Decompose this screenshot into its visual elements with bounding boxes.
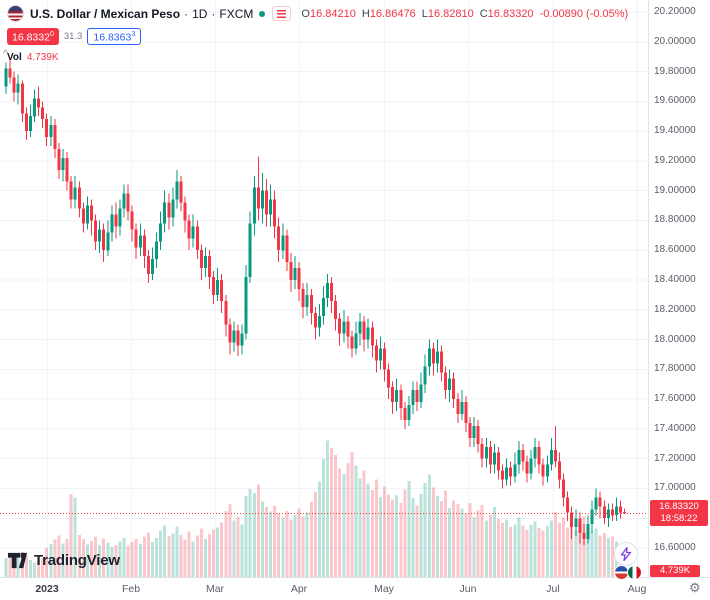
volume-axis-badge: 4.739K bbox=[650, 565, 700, 577]
axis-settings-gear-icon[interactable]: ⚙ bbox=[689, 580, 701, 595]
last-price-value: 16.83320 bbox=[659, 501, 699, 513]
time-tick-label: Mar bbox=[205, 583, 225, 595]
close-label: C bbox=[479, 7, 488, 20]
open-label: O bbox=[301, 7, 310, 20]
low-label: L bbox=[421, 7, 428, 20]
spread-value: 31.3 bbox=[63, 30, 83, 42]
price-tick-label: 19.00000 bbox=[654, 184, 696, 196]
time-tick-label: Jul bbox=[546, 583, 560, 595]
sell-button[interactable]: 16.83320 bbox=[7, 28, 59, 45]
mxn-flag-icon[interactable] bbox=[627, 565, 642, 580]
price-tick-label: 17.40000 bbox=[654, 422, 696, 434]
bar-countdown: 18:58:22 bbox=[660, 513, 698, 525]
price-tick-label: 17.00000 bbox=[654, 482, 696, 494]
price-tick-label: 18.40000 bbox=[654, 274, 696, 286]
separator-dot: · bbox=[184, 6, 189, 21]
symbol-title[interactable]: U.S. Dollar / Mexican Peso bbox=[30, 6, 181, 21]
quick-actions-button[interactable] bbox=[614, 542, 638, 566]
tradingview-logo-icon bbox=[7, 552, 28, 569]
separator-dot: · bbox=[211, 6, 216, 21]
price-tick-label: 18.60000 bbox=[654, 244, 696, 256]
interval-label[interactable]: 1D bbox=[192, 6, 208, 21]
price-tick-label: 18.00000 bbox=[654, 333, 696, 345]
time-tick-label: Aug bbox=[627, 583, 647, 595]
close-value: 16.83320 bbox=[487, 7, 534, 20]
ohlc-readout: O 16.84210 H 16.86476 L 16.82810 C 16.83320 … bbox=[301, 8, 628, 20]
price-tick-label: 18.20000 bbox=[654, 303, 696, 315]
price-tick-label: 19.80000 bbox=[654, 65, 696, 77]
volume-value: 4.739K bbox=[26, 51, 59, 63]
last-price-badge: 16.83320 18:58:22 bbox=[650, 500, 708, 527]
high-label: H bbox=[361, 7, 370, 20]
price-tick-label: 17.80000 bbox=[654, 363, 696, 375]
open-value: 16.84210 bbox=[309, 7, 356, 20]
tradingview-logo[interactable]: TradingView bbox=[7, 550, 120, 571]
sentiment-stripes-button[interactable] bbox=[272, 6, 292, 21]
trade-buttons-row: 16.83320 31.3 16.83633 bbox=[7, 28, 628, 45]
price-tick-label: 19.40000 bbox=[654, 125, 696, 137]
price-tick-label: 20.00000 bbox=[654, 35, 696, 47]
high-value: 16.86476 bbox=[369, 7, 416, 20]
price-axis[interactable]: 16.83320 18:58:22 4.739K 20.20000 20.0000… bbox=[648, 0, 710, 577]
tradingview-logo-text: TradingView bbox=[34, 552, 120, 569]
price-tick-label: 17.60000 bbox=[654, 393, 696, 405]
price-tick-label: 16.60000 bbox=[654, 542, 696, 554]
change-value: -0.00890 (-0.05%) bbox=[539, 7, 629, 20]
price-tick-label: 19.60000 bbox=[654, 95, 696, 107]
price-tick-label: 18.80000 bbox=[654, 214, 696, 226]
instrument-flag-icon bbox=[7, 5, 24, 22]
price-tick-label: 20.20000 bbox=[654, 6, 696, 17]
chart-legend: U.S. Dollar / Mexican Peso · 1D · FXCM O… bbox=[7, 5, 628, 63]
buy-button[interactable]: 16.83633 bbox=[87, 28, 142, 45]
market-open-dot bbox=[259, 10, 266, 17]
time-axis[interactable]: 2023 Feb Mar Apr May Jun Jul Aug bbox=[0, 577, 710, 600]
time-tick-label: Apr bbox=[290, 583, 308, 595]
stripes-icon bbox=[277, 9, 287, 18]
price-chart[interactable] bbox=[0, 0, 648, 577]
lightning-icon bbox=[620, 547, 632, 561]
exchange-label: FXCM bbox=[219, 6, 254, 21]
high-marker-icon: ^ bbox=[3, 48, 9, 60]
price-tick-label: 19.20000 bbox=[654, 154, 696, 166]
volume-readout: Vol 4.739K bbox=[7, 52, 628, 63]
price-tick-label: 17.20000 bbox=[654, 452, 696, 464]
legend-title-row: U.S. Dollar / Mexican Peso · 1D · FXCM O… bbox=[7, 5, 628, 22]
time-tick-label: 2023 bbox=[35, 583, 59, 595]
time-tick-label: Jun bbox=[459, 583, 477, 595]
volume-label: Vol bbox=[7, 51, 22, 63]
low-value: 16.82810 bbox=[427, 7, 474, 20]
time-tick-label: Feb bbox=[121, 583, 141, 595]
time-tick-label: May bbox=[374, 583, 394, 595]
